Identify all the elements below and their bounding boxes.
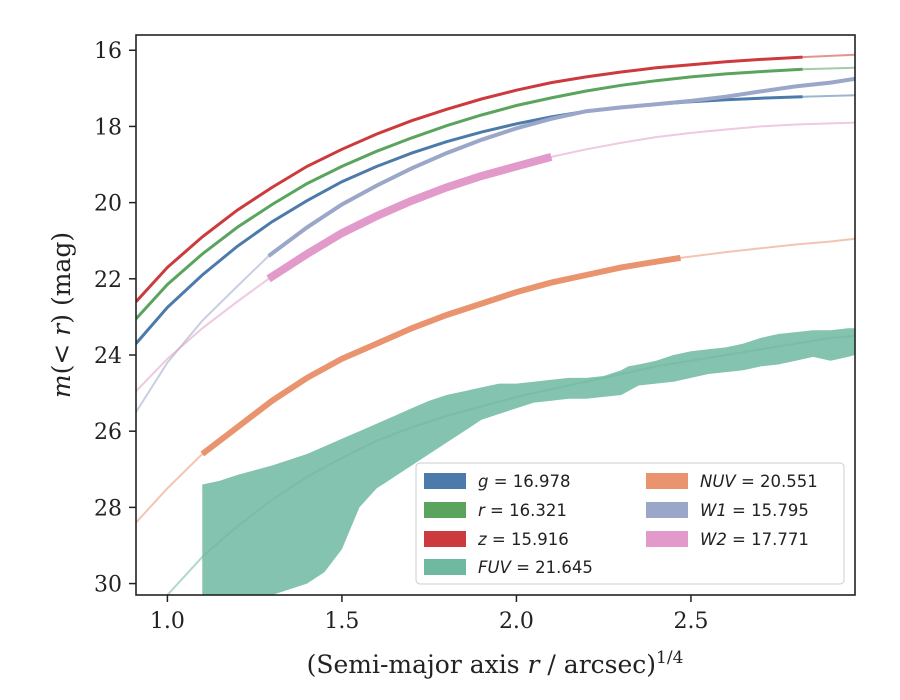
series-r [136, 66, 855, 320]
series-w2-line [266, 153, 553, 283]
y-tick-label: 16 [94, 39, 122, 64]
y-axis-label: m(< r) (mag) [47, 232, 76, 398]
y-tick-label: 30 [94, 573, 122, 598]
plot-frame [135, 34, 856, 596]
series-z-line [136, 55, 803, 303]
legend-swatch [646, 473, 688, 489]
y-tick-label: 22 [94, 268, 122, 293]
legend-item-fuv: FUV = 21.645 [424, 558, 593, 577]
legend-label: g = 16.978 [478, 472, 571, 491]
legend-item-z: z = 15.916 [424, 530, 569, 549]
legend-label: FUV = 21.645 [478, 558, 593, 577]
legend-item-r: r = 16.321 [424, 501, 567, 520]
legend-item-nuv: NUV = 20.551 [646, 472, 818, 491]
legend-swatch [646, 502, 688, 518]
series-nuv [136, 237, 855, 524]
x-tick-label: 2.0 [499, 609, 534, 634]
series-fuv-faint [166, 335, 855, 595]
y-tick-label: 26 [94, 420, 122, 445]
legend-label: W2 = 17.771 [700, 530, 809, 549]
fuv-band-layer [202, 328, 855, 595]
legend-label: W1 = 15.795 [700, 501, 809, 520]
legend-swatch [424, 559, 466, 575]
series-w1-line [267, 76, 855, 258]
x-tick-label: 1.0 [150, 609, 185, 634]
y-axis: 16 18 20 22 24 26 28 30 [94, 39, 136, 598]
legend-swatch [424, 502, 466, 518]
series-w2 [136, 121, 855, 392]
legend-box [415, 462, 845, 585]
x-tick-label: 1.5 [324, 609, 359, 634]
series-nuv-line [200, 254, 681, 457]
series-layer [136, 53, 855, 595]
legend-item-w1: W1 = 15.795 [646, 501, 809, 520]
legend-label: NUV = 20.551 [700, 472, 818, 491]
series-r-line [136, 67, 803, 320]
series-g [136, 94, 855, 345]
legend-swatch [424, 473, 466, 489]
legend-label: z = 15.916 [477, 530, 569, 549]
legend-item-w2: W2 = 17.771 [646, 530, 809, 549]
legend-item-g: g = 16.978 [424, 472, 571, 491]
y-tick-label: 24 [94, 344, 122, 369]
x-tick-label: 2.5 [673, 609, 708, 634]
fuv-band [202, 328, 855, 595]
series-z [136, 53, 855, 303]
series-w1 [136, 76, 855, 413]
series-g-faint [136, 94, 855, 345]
y-tick-label: 18 [94, 115, 122, 140]
legend: g = 16.978 NUV = 20.551 r = 16.321 W1 = 15.… [415, 462, 845, 585]
y-tick-label: 28 [94, 496, 122, 521]
legend-swatch [424, 531, 466, 547]
y-tick-label: 20 [94, 192, 122, 217]
legend-swatch [646, 531, 688, 547]
x-axis-label: (Semi-major axis r / arcsec)1/4 [307, 648, 684, 679]
series-fuv [166, 335, 855, 595]
legend-label: r = 16.321 [478, 501, 567, 520]
x-axis: 1.0 1.5 2.0 2.5 [150, 595, 708, 634]
